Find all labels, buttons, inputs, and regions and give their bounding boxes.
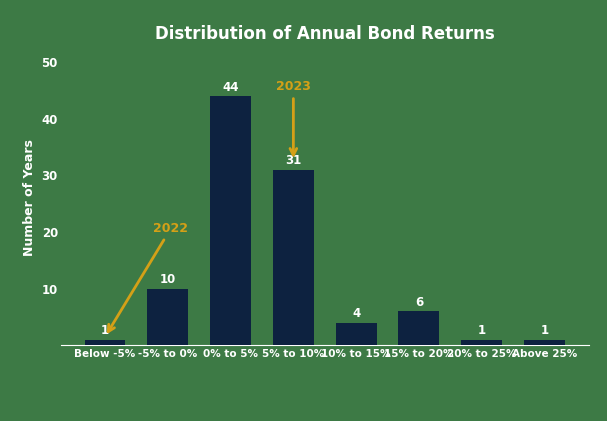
Bar [461,340,502,345]
Text: 1: 1 [478,324,486,337]
Text: 6: 6 [415,296,423,309]
Text: 1: 1 [540,324,549,337]
Y-axis label: Number of Years: Number of Years [23,139,36,256]
Bar [336,322,376,345]
Legend: U.S. Intermediate-Term Bonds Total Return: U.S. Intermediate-Term Bonds Total Retur… [186,416,464,421]
Text: 2022: 2022 [108,222,189,332]
Text: 1: 1 [101,324,109,337]
Bar [398,311,439,345]
Bar [273,170,314,345]
Bar [210,96,251,345]
Text: 31: 31 [285,154,302,167]
Bar [148,288,188,345]
Title: Distribution of Annual Bond Returns: Distribution of Annual Bond Returns [155,25,495,43]
Text: 4: 4 [352,307,360,320]
Text: 44: 44 [222,80,239,93]
Text: 2023: 2023 [276,80,311,155]
Bar [85,340,126,345]
Bar [524,340,565,345]
Text: 10: 10 [160,273,176,286]
